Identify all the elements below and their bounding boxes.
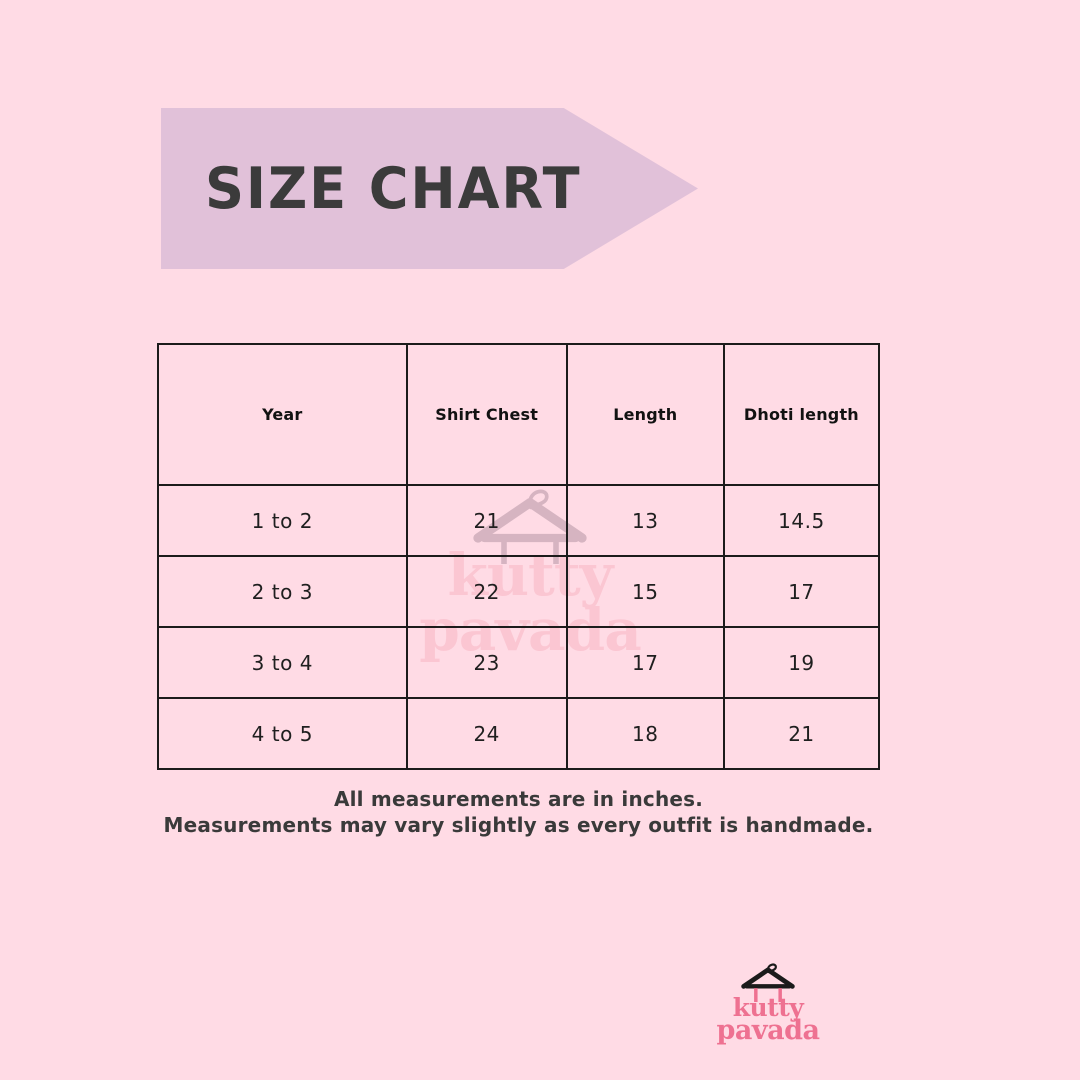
table-row: 4 to 5 24 18 21 (159, 697, 878, 768)
table-header-row: Year Shirt Chest Length Dhoti length (159, 345, 878, 484)
logo-word-1: kutty (732, 993, 804, 1022)
title-banner: SIZE CHART (161, 108, 698, 269)
cell-dhoti-length: 14.5 (778, 508, 825, 533)
cell-shirt-chest: 24 (408, 699, 568, 768)
cell-dhoti-length: 17 (788, 579, 815, 604)
cell-year: 2 to 3 (159, 557, 408, 626)
note-line-1: All measurements are in inches. (333, 787, 704, 811)
column-header-shirt-chest: Shirt Chest (408, 345, 568, 484)
table-row: 3 to 4 23 17 19 (159, 626, 878, 697)
cell-length: 17 (568, 628, 725, 697)
cell-shirt-chest: 22 (408, 557, 568, 626)
cell-year: 4 to 5 (159, 699, 408, 768)
table-row: 2 to 3 22 15 17 (159, 555, 878, 626)
cell-dhoti-length: 21 (788, 721, 815, 746)
cell-year: 1 to 2 (159, 486, 408, 555)
cell-shirt-chest: 23 (408, 628, 568, 697)
table-row: 1 to 2 21 13 14.5 (159, 484, 878, 555)
cell-year: 3 to 4 (159, 628, 408, 697)
size-chart-table: Year Shirt Chest Length Dhoti length 1 t… (157, 343, 880, 770)
page-title: SIZE CHART (205, 155, 582, 222)
hanger-icon (741, 963, 795, 1002)
measurement-notes: All measurements are in inches. Measurem… (157, 786, 880, 838)
column-header-length: Length (568, 345, 725, 484)
note-line-2: Measurements may vary slightly as every … (163, 813, 874, 837)
cell-length: 13 (568, 486, 725, 555)
column-header-year: Year (159, 345, 408, 484)
cell-shirt-chest: 21 (408, 486, 568, 555)
column-header-dhoti-length: Dhoti length (743, 405, 859, 424)
cell-dhoti-length: 19 (788, 650, 815, 675)
logo-word-2: pavada (716, 1015, 820, 1046)
brand-logo: kutty pavada (712, 962, 824, 1044)
cell-length: 15 (568, 557, 725, 626)
cell-length: 18 (568, 699, 725, 768)
